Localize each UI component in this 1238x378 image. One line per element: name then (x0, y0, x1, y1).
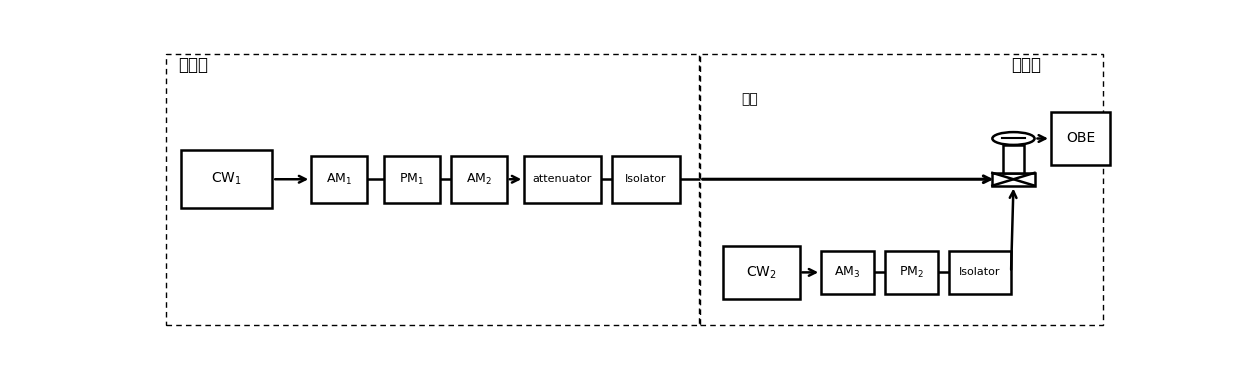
Text: Isolator: Isolator (625, 174, 667, 184)
Circle shape (993, 132, 1035, 145)
Text: Isolator: Isolator (959, 267, 1000, 277)
Text: AM$_3$: AM$_3$ (834, 265, 860, 280)
Text: 发送方: 发送方 (178, 56, 208, 74)
Bar (451, 156, 506, 203)
Text: CW$_1$: CW$_1$ (212, 171, 243, 187)
Bar (181, 150, 272, 208)
Text: OBE: OBE (1066, 132, 1096, 146)
Text: CW$_2$: CW$_2$ (745, 264, 776, 280)
Text: AM$_2$: AM$_2$ (465, 172, 491, 187)
Text: attenuator: attenuator (532, 174, 592, 184)
Text: PM$_2$: PM$_2$ (899, 265, 925, 280)
Text: PM$_1$: PM$_1$ (400, 172, 425, 187)
Bar (384, 156, 439, 203)
Bar (1051, 112, 1110, 165)
Text: 接收方: 接收方 (1011, 56, 1041, 74)
Bar (885, 251, 938, 294)
Bar (166, 54, 698, 325)
Bar (699, 54, 1103, 325)
Bar (524, 156, 600, 203)
Bar (723, 246, 800, 299)
Text: AM$_1$: AM$_1$ (326, 172, 352, 187)
Text: 信道: 信道 (742, 93, 758, 107)
Bar (821, 251, 874, 294)
Bar (1003, 145, 1024, 173)
Bar (993, 173, 1035, 186)
Bar (948, 251, 1011, 294)
Bar (613, 156, 680, 203)
Bar (311, 156, 366, 203)
